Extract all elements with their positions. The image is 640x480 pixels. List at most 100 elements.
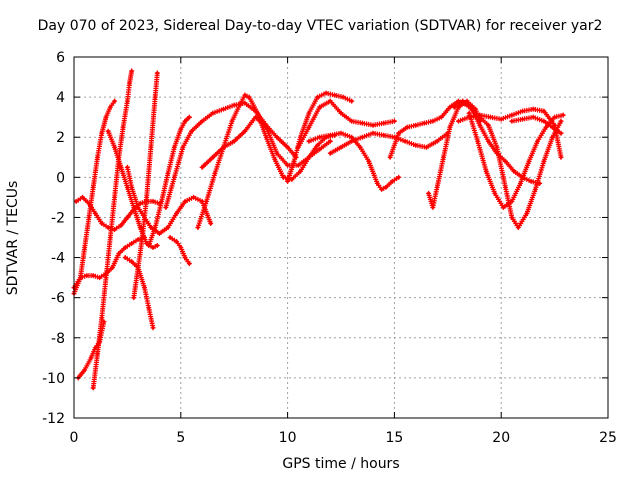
data-point — [166, 225, 170, 230]
data-point — [542, 119, 546, 123]
data-point — [328, 99, 332, 103]
data-point — [80, 195, 85, 199]
data-point — [405, 125, 409, 129]
data-point — [119, 165, 123, 169]
data-point — [495, 145, 499, 149]
series-sat-n — [199, 114, 333, 170]
data-point — [456, 119, 461, 123]
data-point — [298, 169, 303, 173]
data-point — [83, 245, 87, 250]
data-point — [510, 113, 514, 117]
data-point — [253, 115, 258, 119]
series-sat-e — [73, 194, 162, 232]
data-point — [296, 163, 300, 167]
data-point — [332, 93, 337, 97]
data-point — [542, 109, 546, 113]
data-point — [403, 139, 407, 143]
y-tick-label: 0 — [56, 170, 65, 186]
x-axis-label: GPS time / hours — [282, 456, 400, 472]
data-point — [559, 119, 563, 123]
data-point — [339, 131, 343, 135]
data-point — [435, 185, 439, 189]
data-point — [382, 121, 386, 125]
data-point — [315, 95, 320, 99]
data-point — [196, 225, 200, 230]
data-point — [87, 215, 91, 220]
data-point — [192, 195, 196, 199]
data-point — [200, 199, 204, 203]
data-point — [486, 123, 490, 127]
data-point — [350, 119, 354, 123]
data-point — [318, 147, 322, 151]
data-point — [89, 356, 93, 360]
data-point — [324, 91, 328, 95]
data-point — [95, 155, 100, 159]
data-point — [147, 243, 151, 248]
series-sat-v — [466, 110, 566, 210]
data-point — [232, 139, 236, 143]
data-point — [441, 155, 446, 159]
data-point — [339, 111, 343, 115]
series-sat-k — [167, 235, 192, 267]
series-sat-x — [455, 106, 564, 160]
data-point — [499, 117, 503, 121]
data-point — [264, 135, 268, 139]
data-point — [486, 139, 490, 143]
data-point — [83, 368, 87, 372]
data-point — [392, 119, 396, 123]
data-point — [166, 171, 170, 175]
data-point — [559, 131, 563, 135]
data-point — [473, 107, 478, 111]
data-point — [121, 125, 125, 129]
data-point — [553, 115, 557, 119]
data-point — [448, 125, 452, 129]
data-point — [164, 205, 168, 210]
data-point — [520, 117, 525, 121]
data-point — [100, 131, 104, 135]
data-point — [179, 245, 183, 250]
data-point — [183, 255, 187, 260]
data-point — [371, 123, 375, 127]
series-sat-s — [387, 98, 479, 160]
data-point — [127, 81, 132, 85]
data-point — [392, 135, 396, 139]
data-point — [172, 145, 176, 149]
data-point — [183, 119, 187, 123]
chart-title: Day 070 of 2023, Sidereal Day-to-day VTE… — [37, 18, 603, 34]
data-point — [91, 386, 95, 390]
data-point — [85, 274, 89, 278]
y-tick-label: -2 — [51, 210, 65, 226]
data-point — [478, 113, 482, 117]
data-point — [426, 191, 431, 195]
x-tick-label: 5 — [176, 430, 185, 446]
series-sat-q — [306, 130, 402, 192]
data-point — [542, 159, 546, 163]
data-series — [71, 68, 566, 391]
data-point — [189, 129, 194, 133]
data-point — [123, 255, 127, 260]
data-point — [520, 109, 525, 113]
data-point — [397, 175, 401, 179]
data-point — [448, 105, 452, 109]
data-point — [151, 245, 155, 250]
data-point — [91, 274, 95, 278]
data-point — [298, 135, 303, 139]
data-point — [328, 139, 332, 143]
data-point — [510, 119, 514, 123]
series-sat-g — [122, 255, 156, 331]
data-point — [488, 115, 493, 119]
data-point — [155, 71, 159, 75]
data-point — [510, 215, 514, 220]
data-point — [174, 239, 179, 244]
series-sat-j — [146, 114, 192, 249]
data-point — [91, 185, 95, 189]
data-point — [104, 272, 108, 276]
data-point — [100, 316, 104, 320]
data-point — [74, 199, 78, 203]
data-point — [307, 139, 311, 143]
data-point — [138, 201, 142, 206]
data-point — [209, 221, 213, 226]
data-point — [125, 185, 129, 189]
data-point — [518, 181, 523, 185]
data-point — [544, 125, 548, 129]
